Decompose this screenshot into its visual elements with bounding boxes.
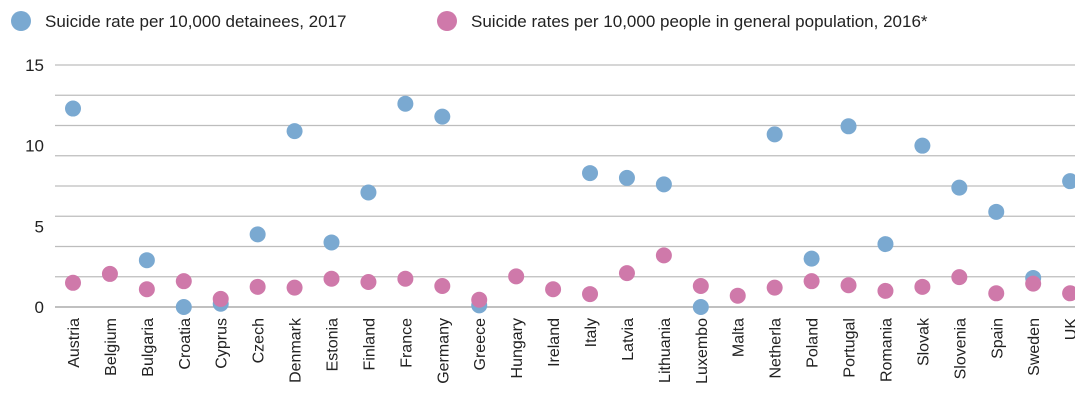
x-tick-label: Cyprus: [214, 318, 231, 369]
point-general-population: [397, 270, 414, 287]
x-tick-label: Slovenia: [952, 318, 969, 379]
point-detainees: [840, 118, 857, 135]
point-general-population: [323, 270, 340, 287]
point-general-population: [1062, 285, 1075, 302]
point-detainees: [766, 126, 783, 143]
legend-label-general-population: Suicide rates per 10,000 people in gener…: [471, 12, 928, 31]
point-detainees: [1062, 173, 1075, 190]
point-detainees: [692, 299, 709, 315]
x-tick-label: Germany: [435, 318, 452, 384]
legend-marker-detainees: [11, 11, 31, 31]
point-general-population: [508, 268, 525, 285]
point-general-population: [101, 265, 118, 282]
point-general-population: [877, 282, 894, 299]
x-tick-label: Malta: [731, 318, 748, 357]
x-tick-label: Lithuania: [657, 318, 674, 383]
y-axis: 0 5 10 15: [25, 56, 44, 317]
x-tick-label: Bulgaria: [140, 318, 157, 377]
x-tick-label: Czech: [251, 318, 268, 363]
point-general-population: [65, 274, 81, 291]
point-detainees: [988, 203, 1005, 220]
point-general-population: [582, 286, 599, 303]
point-detainees: [175, 299, 192, 315]
point-general-population: [434, 278, 451, 295]
point-general-population: [175, 273, 192, 290]
gridlines: [55, 64, 1075, 308]
point-detainees: [951, 179, 968, 196]
x-tick-label: Slovak: [915, 317, 932, 366]
x-tick-label: Estonia: [325, 318, 342, 371]
point-general-population: [692, 278, 709, 295]
x-tick-label: Netherla: [768, 318, 785, 379]
point-detainees: [138, 252, 155, 269]
point-detainees: [434, 108, 451, 125]
y-tick-label: 15: [25, 56, 44, 75]
point-general-population: [1025, 275, 1042, 292]
point-detainees: [397, 95, 414, 112]
y-tick-label: 5: [35, 217, 44, 236]
y-tick-label: 0: [35, 298, 44, 317]
point-general-population: [803, 273, 820, 290]
point-general-population: [988, 285, 1005, 302]
point-detainees: [65, 100, 81, 117]
point-detainees: [286, 123, 303, 140]
x-tick-label: Hungary: [509, 318, 526, 378]
x-tick-label: Ireland: [546, 318, 563, 367]
x-tick-label: Spain: [989, 318, 1006, 359]
x-tick-label: Denmark: [288, 317, 305, 383]
x-tick-label: Greece: [472, 318, 489, 371]
x-tick-label: UK: [1063, 318, 1075, 341]
legend: Suicide rate per 10,000 detainees, 2017 …: [11, 11, 928, 31]
point-general-population: [286, 279, 303, 296]
point-general-population: [729, 287, 746, 304]
x-tick-label: Latvia: [620, 318, 637, 361]
point-general-population: [766, 279, 783, 296]
x-tick-label: Italy: [583, 318, 600, 347]
point-detainees: [877, 236, 894, 253]
x-tick-label: France: [398, 318, 415, 368]
x-tick-label: Luxembo: [694, 318, 711, 384]
x-tick-label: Finland: [361, 318, 378, 370]
point-detainees: [582, 165, 599, 182]
point-detainees: [655, 176, 672, 193]
point-general-population: [951, 269, 968, 286]
data-points: [65, 95, 1075, 315]
point-detainees: [914, 137, 931, 154]
x-tick-label: Poland: [805, 318, 822, 368]
point-detainees: [249, 226, 266, 243]
point-general-population: [545, 281, 562, 298]
point-general-population: [249, 278, 266, 295]
x-tick-label: Sweden: [1026, 318, 1043, 376]
point-general-population: [914, 278, 931, 295]
point-detainees: [803, 250, 820, 267]
point-detainees: [323, 234, 340, 251]
x-tick-label: Croatia: [177, 318, 194, 370]
y-tick-label: 10: [25, 137, 44, 156]
point-general-population: [840, 277, 857, 294]
point-detainees: [360, 184, 377, 201]
legend-label-detainees: Suicide rate per 10,000 detainees, 2017: [45, 12, 347, 31]
x-tick-label: Portugal: [842, 318, 859, 378]
x-tick-label: Austria: [66, 318, 83, 368]
point-general-population: [618, 265, 635, 282]
point-general-population: [471, 291, 488, 308]
legend-marker-general-population: [437, 11, 457, 31]
x-tick-label: Romania: [878, 318, 895, 382]
x-tick-label: Belgium: [103, 318, 120, 376]
point-general-population: [138, 281, 155, 298]
point-general-population: [655, 247, 672, 264]
x-axis: Austria Belgium Bulgaria Croatia Cyprus Czech…: [66, 317, 1075, 384]
point-general-population: [360, 273, 377, 290]
point-detainees: [618, 169, 635, 186]
point-general-population: [212, 290, 229, 307]
